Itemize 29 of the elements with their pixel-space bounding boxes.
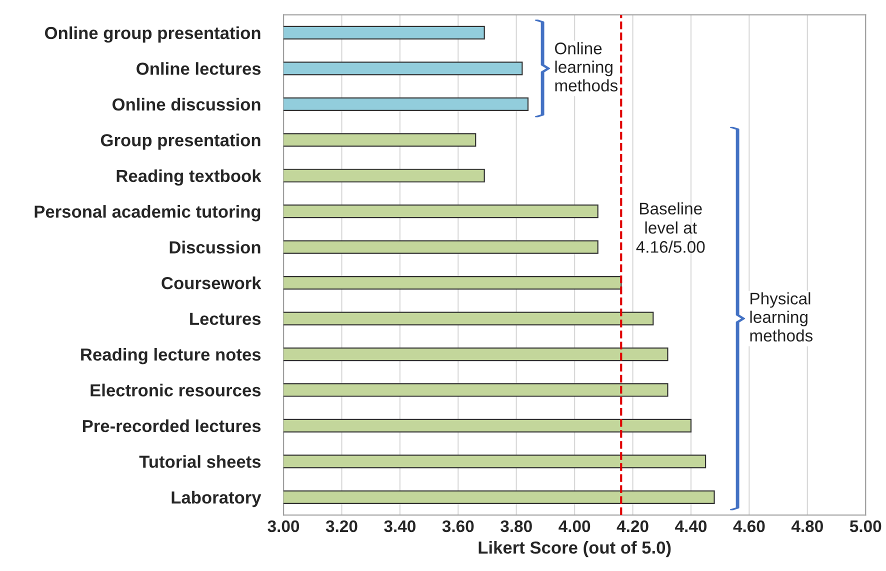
- x-tick-label: 3.00: [268, 520, 300, 532]
- y-tick-label: Reading lecture notes: [81, 348, 261, 364]
- x-tick-label: 4.80: [791, 520, 823, 532]
- x-axis-title: Likert Score (out of 5.0): [478, 540, 671, 558]
- y-tick-label: Discussion: [170, 240, 260, 254]
- annotation: Online learning methods: [554, 42, 618, 92]
- y-tick-label: Lectures: [190, 312, 261, 325]
- x-tick-label: 4.60: [733, 520, 765, 532]
- y-tick-label: Laboratory: [172, 490, 262, 508]
- y-tick-label: Coursework: [162, 276, 262, 290]
- y-tick-label: Personal academic tutoring: [34, 205, 260, 222]
- x-tick-label: 3.80: [500, 520, 532, 532]
- ref-line-label: Baseline level at 4.16/5.00: [636, 202, 705, 253]
- annotation: Physical learning methods: [750, 292, 813, 342]
- y-tick-label: Electronic resources: [90, 384, 261, 396]
- y-tick-label: Online discussion: [112, 98, 260, 111]
- y-tick-label: Online group presentation: [45, 26, 260, 43]
- x-tick-label: 3.60: [442, 520, 474, 532]
- x-tick-label: 3.20: [326, 520, 358, 532]
- y-tick-label: Reading textbook: [116, 169, 262, 186]
- x-tick-label: 4.00: [558, 520, 590, 532]
- y-tick-label: Pre-recorded lectures: [82, 419, 261, 432]
- x-tick-label: 5.00: [850, 520, 882, 532]
- y-tick-label: Online lectures: [136, 62, 261, 75]
- y-tick-label: Group presentation: [100, 134, 260, 150]
- x-tick-label: 3.40: [384, 520, 416, 532]
- x-tick-label: 4.40: [675, 520, 707, 532]
- x-tick-label: 4.20: [616, 520, 648, 532]
- y-tick-label: Tutorial sheets: [139, 455, 261, 468]
